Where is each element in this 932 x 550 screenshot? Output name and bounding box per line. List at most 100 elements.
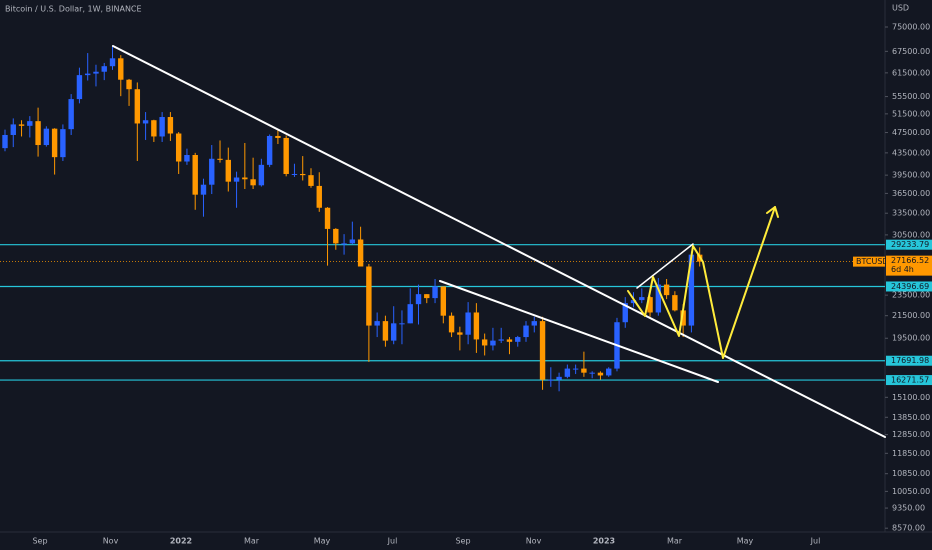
candle-body — [68, 99, 74, 130]
price-label-box — [886, 255, 932, 276]
candle-body — [564, 368, 571, 377]
x-tick-label: Mar — [244, 537, 260, 546]
x-tick-label: 2022 — [170, 537, 192, 546]
candle-body — [597, 372, 604, 376]
candle-body — [300, 173, 306, 176]
candle-body — [258, 164, 265, 186]
candle-body — [134, 89, 141, 124]
trendline — [439, 280, 719, 383]
candle-body — [101, 66, 107, 72]
candle-body — [118, 58, 124, 80]
candle-body — [324, 207, 331, 229]
x-tick-label: Mar — [667, 537, 683, 546]
candle-body — [481, 339, 488, 346]
candle-body — [167, 117, 174, 134]
candle-body — [548, 379, 554, 381]
y-tick-label: 30500.00 — [892, 230, 930, 239]
candle-body — [275, 135, 281, 138]
candle-body — [415, 294, 422, 305]
candle-body — [630, 300, 637, 304]
candle-body — [622, 303, 628, 323]
candle-body — [51, 128, 58, 158]
candle-body — [126, 79, 132, 90]
candle-body — [515, 337, 521, 342]
y-tick-label: 23500.00 — [892, 291, 930, 300]
candle-body — [432, 286, 438, 299]
candle-body — [209, 158, 215, 185]
candle-body — [639, 297, 645, 301]
candle-body — [490, 340, 496, 346]
y-tick-label: 47500.00 — [892, 128, 930, 137]
candle-body — [341, 243, 347, 245]
candle-body — [606, 368, 612, 376]
trendline — [636, 243, 694, 289]
candle-body — [655, 284, 662, 313]
candle-body — [200, 184, 207, 195]
candle-body — [382, 321, 389, 341]
arrow-head — [766, 206, 779, 218]
candle-body — [109, 58, 116, 67]
candle-body — [283, 137, 289, 174]
y-tick-label: 9350.00 — [892, 504, 925, 513]
y-tick-label: 75000.00 — [892, 23, 930, 32]
candle-body — [60, 129, 66, 158]
x-tick-label: May — [737, 537, 754, 546]
candle-body — [18, 124, 25, 126]
candle-body — [672, 295, 678, 311]
candle-body — [647, 297, 653, 313]
y-tick-label: 21500.00 — [892, 311, 930, 320]
candle-body — [242, 177, 248, 180]
y-tick-label: 51500.00 — [892, 109, 930, 118]
y-tick-label: 67500.00 — [892, 47, 930, 56]
level-label-box — [886, 355, 932, 366]
candle-body — [316, 185, 322, 208]
x-tick-label: 2023 — [593, 537, 615, 546]
candle-body — [390, 323, 397, 341]
candle-body — [581, 368, 587, 373]
candle-body — [76, 75, 83, 100]
x-tick-label: May — [314, 537, 331, 546]
candle-body — [506, 339, 513, 342]
candle-body — [663, 284, 670, 296]
candle-body — [556, 376, 562, 380]
y-tick-label: 33500.00 — [892, 209, 930, 218]
candle-body — [357, 239, 364, 267]
symbol-label: BTCUSD — [856, 257, 889, 266]
candle-body — [457, 332, 463, 335]
y-tick-label: 10050.00 — [892, 487, 930, 496]
level-label-box — [886, 239, 932, 250]
candle-body — [151, 120, 157, 137]
currency-label: USD — [892, 4, 909, 13]
y-tick-label: 15100.00 — [892, 393, 930, 402]
x-tick-label: Sep — [32, 537, 47, 546]
candle-body — [473, 312, 480, 340]
candle-body — [680, 310, 686, 326]
candle-body — [407, 304, 413, 324]
candle-body — [2, 134, 8, 149]
y-tick-label: 10850.00 — [892, 469, 930, 478]
candle-body — [142, 120, 149, 124]
x-tick-label: Nov — [103, 537, 119, 546]
y-tick-label: 39500.00 — [892, 171, 930, 180]
candle-body — [333, 228, 339, 244]
y-tick-label: 55500.00 — [892, 92, 930, 101]
candle-body — [498, 339, 504, 341]
candle-body — [250, 179, 256, 186]
candle-body — [184, 154, 190, 162]
x-tick-label: Sep — [455, 537, 470, 546]
level-label: 29233.79 — [891, 240, 929, 249]
candle-body — [93, 71, 99, 74]
level-label: 17691.98 — [891, 356, 929, 365]
y-tick-label: 36500.00 — [892, 189, 930, 198]
level-label: 24396.69 — [891, 282, 929, 291]
candle-body — [217, 158, 223, 160]
candle-body — [43, 128, 50, 146]
x-tick-label: Nov — [526, 537, 542, 546]
candle-body — [27, 121, 33, 126]
chart-title: Bitcoin / U.S. Dollar, 1W, BINANCE — [5, 5, 142, 14]
candle-body — [531, 321, 537, 326]
trendline — [112, 45, 886, 438]
candle-body — [308, 175, 314, 186]
